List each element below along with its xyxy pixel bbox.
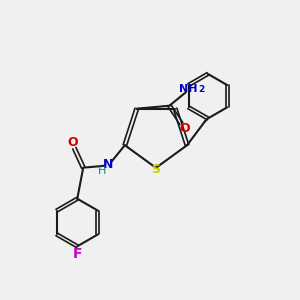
Text: NH: NH: [179, 84, 198, 94]
Text: S: S: [152, 163, 160, 176]
Text: H: H: [98, 166, 106, 176]
Text: N: N: [103, 158, 114, 171]
Text: F: F: [73, 247, 82, 261]
Text: O: O: [68, 136, 78, 149]
Text: O: O: [179, 122, 190, 134]
Text: 2: 2: [198, 85, 204, 94]
